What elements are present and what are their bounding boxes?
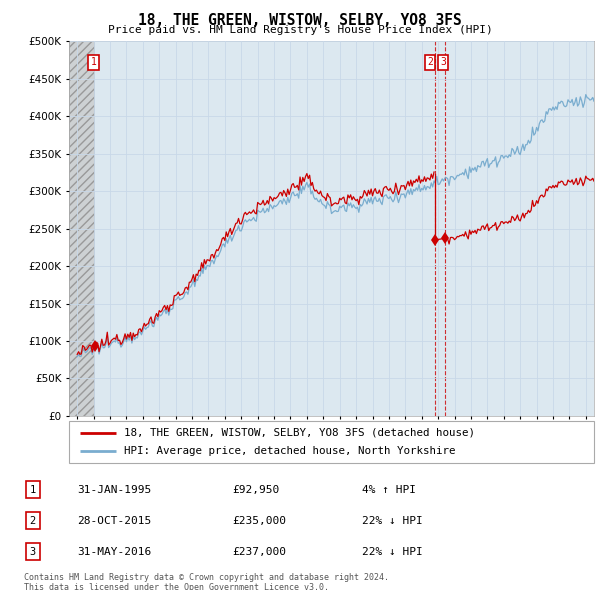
Text: 1: 1 (91, 57, 97, 67)
Text: 18, THE GREEN, WISTOW, SELBY, YO8 3FS (detached house): 18, THE GREEN, WISTOW, SELBY, YO8 3FS (d… (124, 428, 475, 438)
Text: 28-OCT-2015: 28-OCT-2015 (77, 516, 152, 526)
Text: 1: 1 (29, 484, 36, 494)
FancyBboxPatch shape (69, 421, 594, 463)
Text: HPI: Average price, detached house, North Yorkshire: HPI: Average price, detached house, Nort… (124, 446, 455, 456)
Text: 31-MAY-2016: 31-MAY-2016 (77, 547, 152, 557)
Text: Price paid vs. HM Land Registry's House Price Index (HPI): Price paid vs. HM Land Registry's House … (107, 25, 493, 35)
Text: 22% ↓ HPI: 22% ↓ HPI (362, 547, 423, 557)
Text: 31-JAN-1995: 31-JAN-1995 (77, 484, 152, 494)
Text: 18, THE GREEN, WISTOW, SELBY, YO8 3FS: 18, THE GREEN, WISTOW, SELBY, YO8 3FS (138, 13, 462, 28)
Text: 22% ↓ HPI: 22% ↓ HPI (362, 516, 423, 526)
Text: 3: 3 (440, 57, 446, 67)
Text: 3: 3 (29, 547, 36, 557)
Bar (69, 41, 94, 416)
Text: £235,000: £235,000 (233, 516, 287, 526)
Text: 2: 2 (427, 57, 433, 67)
Text: £92,950: £92,950 (233, 484, 280, 494)
Text: Contains HM Land Registry data © Crown copyright and database right 2024.: Contains HM Land Registry data © Crown c… (24, 573, 389, 582)
Bar (69, 41, 94, 416)
Text: 4% ↑ HPI: 4% ↑ HPI (362, 484, 416, 494)
Text: 2: 2 (29, 516, 36, 526)
Text: £237,000: £237,000 (233, 547, 287, 557)
Text: This data is licensed under the Open Government Licence v3.0.: This data is licensed under the Open Gov… (24, 583, 329, 590)
